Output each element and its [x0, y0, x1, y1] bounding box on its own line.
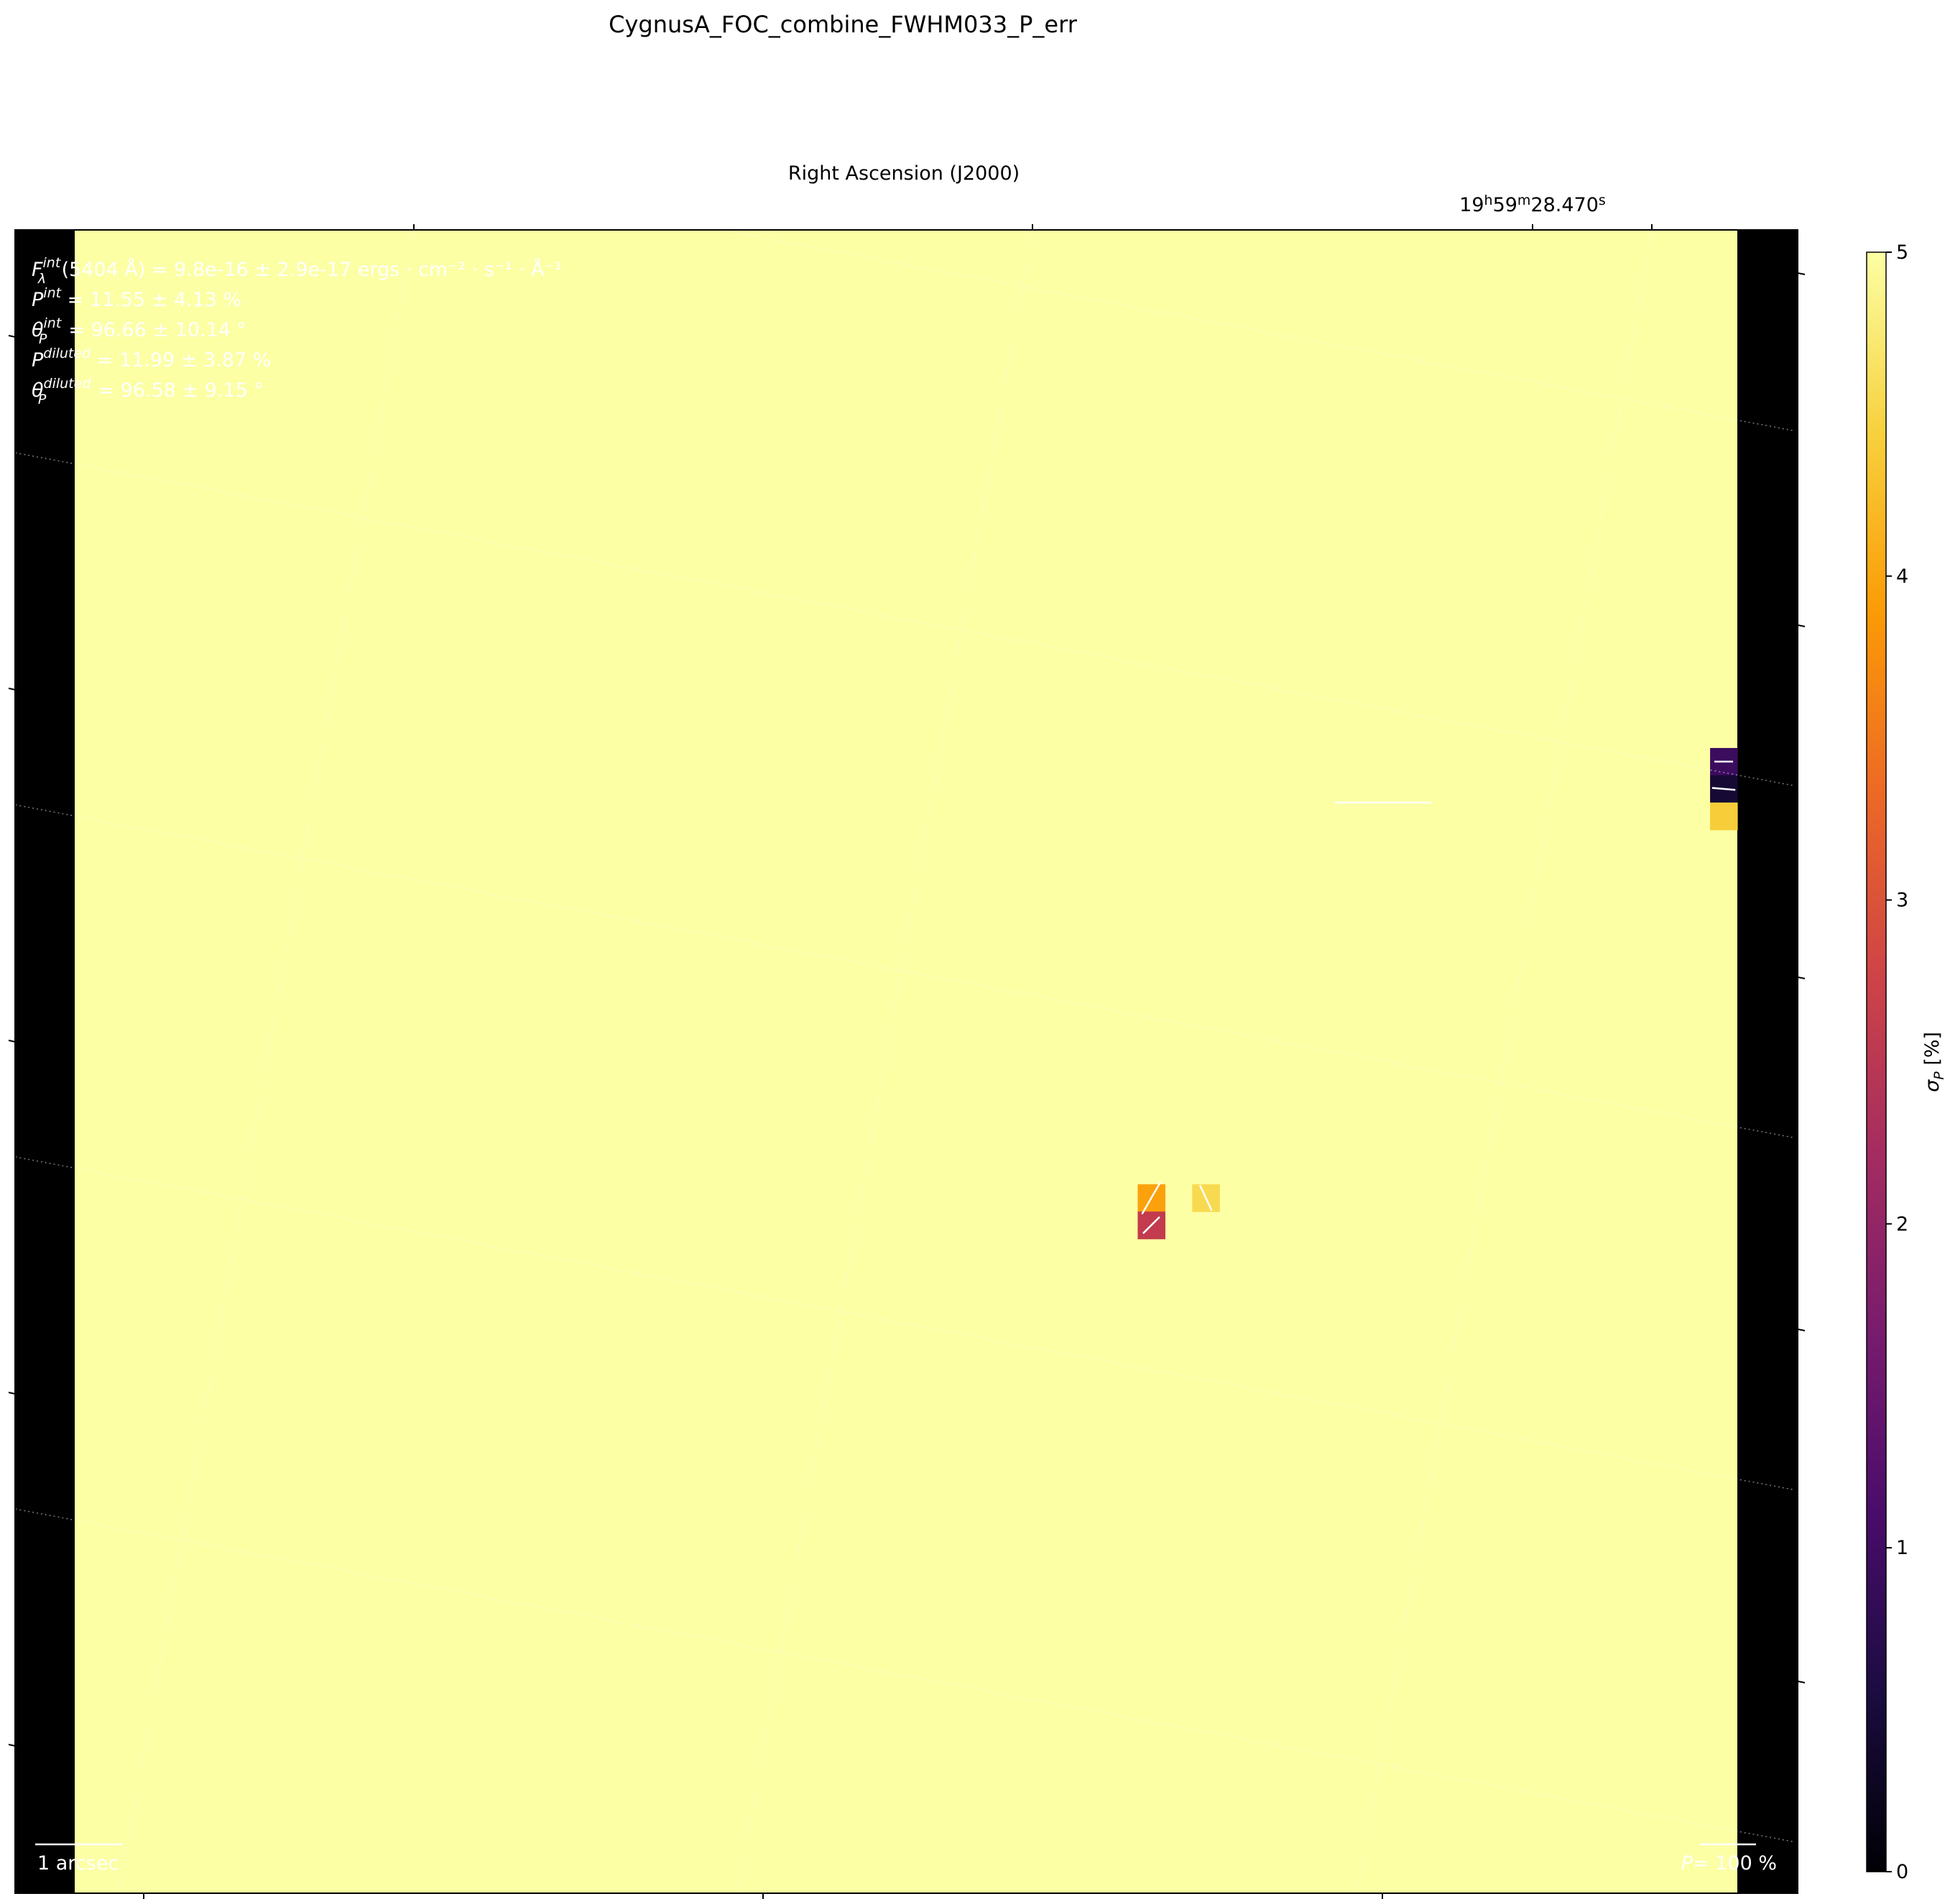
- dec-gridline: [15, 804, 1796, 1139]
- info-symbol: θ: [32, 379, 44, 402]
- info-line: θdiluted P = 96.58 ± 9.15 °: [32, 376, 264, 407]
- y-tick-right: [1797, 624, 1806, 627]
- info-symbol: P: [32, 349, 44, 371]
- info-value: (5404 Å) = 9.8e-16 ± 2.9e-17 ergs · cm⁻²…: [62, 258, 563, 281]
- dec-gridline: [15, 452, 1796, 787]
- ra-tick-m: m: [1517, 193, 1531, 208]
- pol-scale-value: = 100 %: [1693, 1852, 1777, 1875]
- dec-gridline: [15, 1156, 1796, 1491]
- info-superscript: int: [43, 255, 62, 271]
- y-tick-left: [8, 1392, 16, 1395]
- y-tick-left: [8, 1744, 16, 1747]
- y-tick-left: [8, 335, 16, 338]
- info-subscript: P: [39, 331, 47, 347]
- polarization-vector: [1198, 1185, 1213, 1211]
- info-superscript: int: [43, 285, 62, 301]
- coordinate-grid: [15, 230, 1796, 1893]
- scalebar-label: 1 arcsec: [37, 1852, 119, 1875]
- ra-tick-label: 19h59m28.470s: [1459, 193, 1606, 216]
- map-group: [15, 230, 1796, 1893]
- colorbar-tick-label: 0: [1896, 1861, 1908, 1883]
- info-superscript: int: [44, 315, 63, 331]
- colorbar-tick-label: 5: [1896, 241, 1908, 264]
- colorbar: [1866, 251, 1887, 1872]
- polarization-vector: [1142, 1216, 1160, 1234]
- ra-tick-h: h: [1484, 193, 1493, 208]
- pol-scale-prefix: P: [1681, 1852, 1693, 1875]
- colorbar-label: σP [%]: [1921, 1032, 1947, 1092]
- info-symbol: P: [32, 289, 44, 311]
- colorbar-tick-label: 4: [1896, 565, 1908, 588]
- info-subscript: P: [38, 392, 47, 407]
- info-value: = 11.99 ± 3.87 %: [91, 349, 271, 371]
- dec-gridline: [15, 1508, 1796, 1843]
- y-tick-right: [1797, 1681, 1806, 1683]
- y-tick-left: [8, 688, 16, 690]
- info-line: θint P = 96.66 ± 10.14 °: [32, 315, 246, 347]
- info-line: Fint λ (5404 Å) = 9.8e-16 ± 2.9e-17 ergs ·…: [32, 255, 562, 287]
- y-tick-right: [1797, 1328, 1806, 1331]
- figure-title: CygnusA_FOC_combine_FWHM033_P_err: [609, 11, 1078, 38]
- info-value: = 11.55 ± 4.13 %: [61, 289, 241, 311]
- ra-tick-seconds: 28.470: [1530, 194, 1598, 216]
- polarization-vector: [1141, 1181, 1162, 1215]
- info-superscript: diluted: [44, 376, 92, 392]
- axis-ticks: [8, 224, 1806, 1899]
- axes-spine: [14, 229, 1798, 1894]
- pol-scale-label: P= 100 %: [1681, 1852, 1777, 1875]
- colorbar-tick-label: 2: [1896, 1213, 1908, 1235]
- colorbar-ticks: 0 1 2 3 4 5: [1886, 241, 1908, 1883]
- ra-tick-minutes: 59: [1493, 194, 1517, 216]
- dec-gridline: [15, 230, 1796, 432]
- info-line: Pdiluted = 11.99 ± 3.87 %: [32, 346, 271, 371]
- x-axis-label: Right Ascension (J2000): [788, 162, 1020, 185]
- ra-gridline: [737, 230, 1033, 1893]
- colorbar-label-sigma: σ: [1921, 1079, 1944, 1092]
- y-tick-right: [1797, 976, 1806, 979]
- colorbar-tick-label: 1: [1896, 1537, 1908, 1559]
- polarization-vector: [1711, 787, 1736, 791]
- colorbar-label-sub: P: [1931, 1071, 1947, 1080]
- y-tick-right: [1797, 272, 1806, 275]
- map-image: [75, 230, 1737, 1893]
- y-tick-left: [8, 1040, 16, 1043]
- info-superscript: diluted: [43, 346, 91, 361]
- info-symbol: θ: [32, 319, 44, 341]
- info-subscript: λ: [37, 271, 46, 287]
- colorbar-label-unit: [%]: [1921, 1032, 1944, 1071]
- ra-gridline: [119, 230, 415, 1893]
- info-value: = 96.58 ± 9.15 °: [92, 379, 264, 402]
- colorbar-tick-label: 3: [1896, 889, 1908, 912]
- polarization-vectors: [1141, 760, 1736, 1234]
- ra-tick-s: s: [1599, 193, 1606, 208]
- info-symbol: F: [32, 259, 43, 281]
- map-pixel: [1710, 802, 1738, 831]
- ra-tick-hours: 19: [1459, 194, 1484, 216]
- info-text-block: Fint λ (5404 Å) = 9.8e-16 ± 2.9e-17 ergs ·…: [32, 255, 562, 407]
- info-value: = 96.66 ± 10.14 °: [63, 319, 246, 341]
- ra-gridline: [1357, 230, 1653, 1893]
- info-line: Pint = 11.55 ± 4.13 %: [32, 285, 241, 311]
